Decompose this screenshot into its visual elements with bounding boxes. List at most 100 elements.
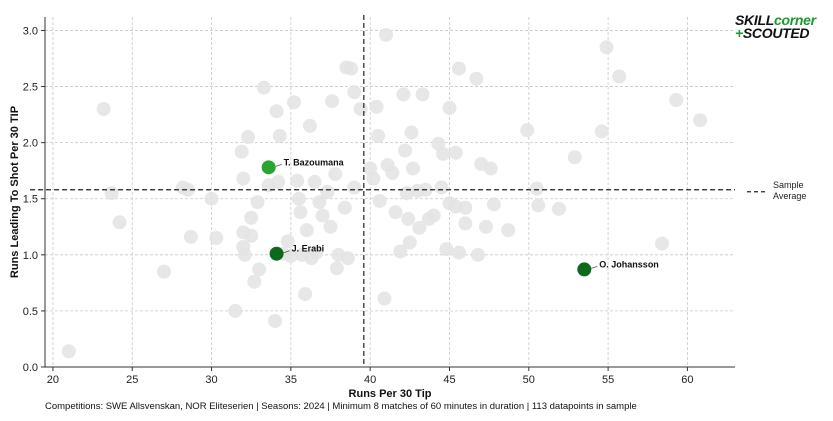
background-point (180, 182, 195, 197)
background-point (104, 186, 119, 201)
background-point (415, 87, 430, 102)
background-point (271, 174, 286, 189)
background-point (237, 247, 252, 262)
background-point (471, 247, 486, 262)
background-point (426, 208, 441, 223)
background-point (501, 223, 516, 238)
x-tick-label: 45 (443, 374, 455, 386)
background-point (204, 191, 219, 206)
background-point (291, 191, 306, 206)
background-point (452, 61, 466, 76)
x-tick-label: 20 (47, 374, 59, 386)
footnote: Competitions: SWE Allsvenskan, NOR Elite… (45, 401, 637, 412)
background-point (434, 180, 449, 195)
background-point (236, 171, 251, 186)
background-point (396, 87, 411, 102)
background-point (293, 205, 308, 220)
background-point (448, 145, 463, 160)
background-point (96, 101, 111, 116)
point-label: O. Johansson (599, 259, 659, 269)
x-tick-label: 25 (126, 374, 138, 386)
background-point (594, 124, 609, 139)
background-point (347, 180, 362, 195)
background-point (302, 118, 317, 133)
x-tick-label: 50 (523, 374, 535, 386)
logo-plus-text: + (735, 25, 743, 41)
background-point (234, 144, 249, 159)
background-point (256, 80, 271, 95)
background-point (412, 220, 427, 235)
highlighted-point (269, 246, 284, 261)
average-lines (30, 15, 735, 367)
background-point (669, 93, 684, 108)
y-tick-label: 1.0 (23, 250, 38, 262)
background-point (385, 165, 400, 180)
logo-corner-text: corner (773, 12, 816, 28)
y-tick-label: 3.0 (23, 25, 38, 37)
background-point (307, 174, 322, 189)
grid-layer (45, 17, 735, 368)
y-tick-label: 2.5 (23, 82, 38, 94)
point-label: J. Erabi (292, 244, 325, 254)
background-point (478, 219, 493, 234)
background-point (398, 143, 413, 158)
background-point (436, 146, 451, 161)
background-point (329, 261, 344, 276)
highlighted-point (261, 160, 276, 175)
background-point (551, 201, 566, 216)
point-label-leader (591, 266, 598, 269)
background-point (452, 245, 466, 260)
background-point (448, 199, 463, 214)
background-point (377, 291, 392, 306)
background-point (388, 205, 403, 220)
background-point (366, 171, 381, 186)
background-point (283, 248, 298, 263)
background-point (369, 99, 384, 114)
background-point (379, 27, 394, 42)
background-point (298, 287, 313, 302)
background-point (458, 216, 473, 231)
logo-line-1: SKILLcorner (735, 12, 816, 28)
background-point (252, 262, 267, 277)
background-point (320, 185, 335, 199)
background-point (401, 211, 416, 226)
background-point (612, 69, 627, 84)
x-tick-label: 30 (205, 374, 217, 386)
background-point (315, 208, 330, 223)
background-point (340, 251, 355, 266)
background-point (337, 200, 352, 215)
background-point (304, 251, 319, 266)
background-points (61, 27, 708, 359)
background-point (406, 161, 420, 176)
background-point (269, 104, 284, 119)
point-label-leader (275, 163, 282, 167)
x-tick-label: 60 (681, 374, 693, 386)
background-point (347, 85, 362, 100)
background-point (247, 274, 262, 289)
background-point (404, 125, 419, 140)
background-point (325, 94, 340, 109)
background-point (531, 198, 546, 213)
axes: 20 25 30 35 40 45 50 55 60 0.0 0.5 1.0 1.5 2.0 2.5 3.0 (23, 17, 735, 386)
background-point (290, 173, 305, 188)
background-point (312, 195, 327, 210)
background-point (353, 101, 368, 116)
x-tick-label: 35 (285, 374, 297, 386)
background-point (402, 235, 417, 250)
highlighted-point (577, 262, 592, 277)
background-point (567, 150, 582, 165)
skillcorner-scouted-logo: SKILLcorner +SCOUTED (735, 12, 816, 41)
background-point (393, 244, 408, 259)
legend: Sample Average (747, 180, 806, 201)
background-point (228, 303, 243, 318)
background-point (372, 193, 387, 208)
background-point (241, 130, 256, 145)
background-point (442, 100, 457, 115)
background-point (529, 181, 544, 196)
x-tick-label: 40 (364, 374, 376, 386)
point-label-leader (283, 250, 290, 254)
background-point (469, 71, 484, 86)
background-point (244, 228, 259, 243)
legend-label-line2: Average (773, 191, 806, 201)
y-tick-label: 0.0 (23, 362, 38, 374)
